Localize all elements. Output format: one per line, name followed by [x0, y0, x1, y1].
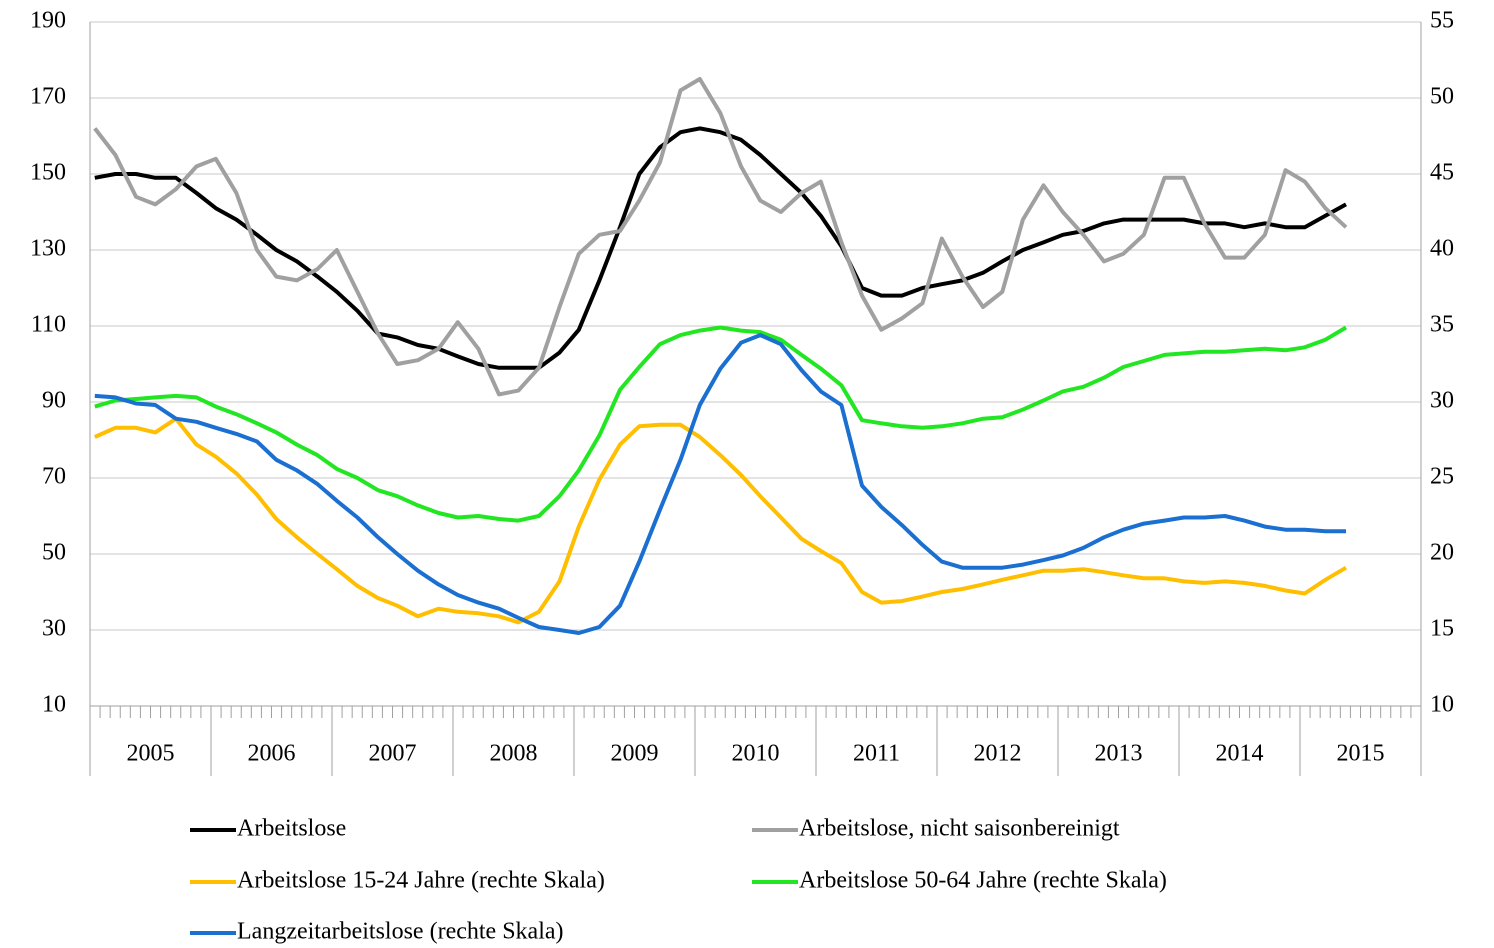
y-tick-label: 130	[30, 236, 66, 262]
y2-tick-label: 20	[1430, 540, 1454, 566]
series-line	[93, 77, 1348, 397]
y-tick-label: 10	[42, 692, 66, 718]
y2-tick-label: 50	[1430, 84, 1454, 110]
series-line	[94, 325, 1348, 523]
y-tick-label: 70	[42, 464, 66, 490]
series-line	[94, 126, 1347, 370]
y-tick-label: 110	[31, 312, 66, 338]
y-tick-label: 170	[30, 84, 66, 110]
y2-tick-label: 55	[1430, 8, 1454, 34]
y2-tick-label: 15	[1430, 616, 1454, 642]
x-tick-label: 2011	[853, 741, 900, 767]
x-tick-label: 2014	[1216, 741, 1264, 767]
legend-label: Arbeitslose	[237, 816, 346, 842]
x-tick-label: 2007	[369, 741, 417, 767]
y2-tick-label: 25	[1430, 464, 1454, 490]
y2-tick-label: 10	[1430, 692, 1454, 718]
series-line	[94, 333, 1346, 635]
x-tick-label: 2012	[974, 741, 1022, 767]
x-tick-label: 2010	[732, 741, 780, 767]
legend-label: Arbeitslose, nicht saisonbereinigt	[799, 816, 1120, 842]
legend-label: Langzeitarbeitslose (rechte Skala)	[237, 919, 564, 945]
legend-label: Arbeitslose 15-24 Jahre (rechte Skala)	[237, 868, 605, 894]
x-tick-label: 2006	[248, 741, 296, 767]
x-tick-label: 2015	[1337, 741, 1385, 767]
y2-tick-label: 35	[1430, 312, 1454, 338]
x-tick-label: 2008	[490, 741, 538, 767]
x-tick-label: 2005	[127, 741, 175, 767]
y-tick-label: 190	[30, 8, 66, 34]
x-tick-label: 2013	[1095, 741, 1143, 767]
y2-tick-label: 45	[1430, 160, 1454, 186]
series-line	[93, 416, 1348, 625]
y-tick-label: 30	[42, 616, 66, 642]
y2-tick-label: 40	[1430, 236, 1454, 262]
y2-tick-label: 30	[1430, 388, 1454, 414]
y-tick-label: 90	[42, 388, 66, 414]
y-tick-label: 50	[42, 540, 66, 566]
y-tick-label: 150	[30, 160, 66, 186]
x-tick-label: 2009	[611, 741, 659, 767]
legend-label: Arbeitslose 50-64 Jahre (rechte Skala)	[799, 868, 1167, 894]
